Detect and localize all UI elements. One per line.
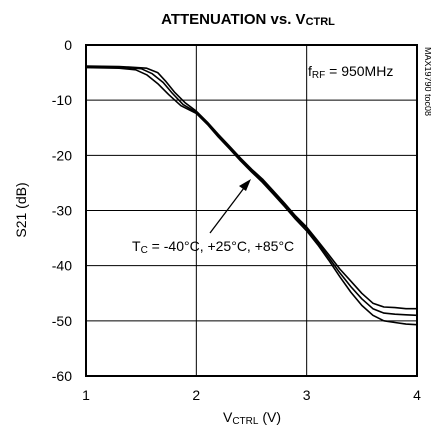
- grid: [85, 44, 418, 377]
- y-tick-labels: 0 -10 -20 -30 -40 -50 -60: [52, 37, 72, 384]
- annotation-arrowhead: [239, 179, 251, 191]
- condition-post: = 950MHz: [325, 63, 393, 79]
- x-tick-label-3: 4: [413, 387, 421, 403]
- x-axis-label: VCTRL (V): [223, 409, 281, 427]
- plot-frame: [85, 44, 418, 377]
- series-line-1: [85, 65, 418, 317]
- series-line-2: [85, 66, 418, 326]
- x-tick-label-0: 1: [82, 387, 90, 403]
- annotation-arrow-line: [209, 183, 248, 234]
- condition-pre: f: [308, 63, 312, 79]
- x-axis-label-unit: (V): [258, 409, 281, 425]
- temperature-sub: C: [141, 245, 148, 256]
- series-line-0: [85, 65, 417, 310]
- x-axis-label-sub: CTRL: [232, 416, 259, 427]
- x-tick-label-1: 2: [192, 387, 200, 403]
- temperature-annotation: TC = -40°C, +25°C, +85°C: [132, 238, 294, 256]
- y-tick-label-1: -10: [52, 92, 72, 108]
- chart-title-sub: CTRL: [306, 16, 336, 28]
- chart-title: ATTENUATION vs. VCTRL: [161, 11, 335, 28]
- y-tick-label-2: -20: [52, 147, 72, 163]
- y-tick-label-5: -50: [52, 313, 72, 329]
- chart-title-main: ATTENUATION vs. V: [161, 11, 305, 28]
- temperature-post: = -40°C, +25°C, +85°C: [148, 238, 294, 254]
- y-tick-label-3: -30: [52, 203, 72, 219]
- x-tick-labels: 1 2 3 4: [82, 387, 421, 403]
- data-curves: [85, 65, 418, 326]
- x-axis-label-main: V: [223, 409, 233, 425]
- condition-sub: RF: [312, 70, 325, 81]
- x-tick-label-2: 3: [303, 387, 311, 403]
- condition-annotation: fRF = 950MHz: [308, 63, 393, 81]
- y-axis-label: S21 (dB): [13, 182, 29, 237]
- y-tick-label-4: -40: [52, 258, 72, 274]
- doc-code: MAX19790 toc08: [423, 47, 431, 116]
- temperature-pre: T: [132, 238, 141, 254]
- y-tick-label-0: 0: [64, 37, 72, 53]
- y-tick-label-6: -60: [52, 368, 72, 384]
